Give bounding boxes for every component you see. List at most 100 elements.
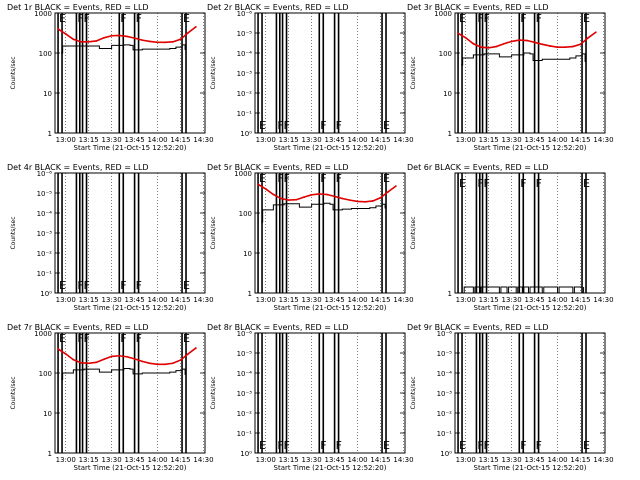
x-tick-label: 14:30	[193, 296, 213, 304]
y-axis-label: Counts/sec	[410, 56, 417, 89]
flag-label-F: F	[277, 172, 283, 185]
flag-label-E: E	[183, 332, 190, 345]
x-tick-label: 13:30	[502, 136, 522, 144]
events-series	[462, 286, 585, 294]
y-tick-label: 10⁻⁶	[437, 330, 453, 338]
lld-point	[518, 39, 521, 42]
lld-point	[257, 183, 259, 186]
x-axis-label: Start Time (21-Oct-15 12:52:20)	[74, 144, 187, 152]
y-axis-label: Counts/sec	[10, 216, 17, 249]
lld-point	[110, 34, 113, 37]
lld-point	[464, 36, 467, 39]
y-tick-label: 10⁰	[40, 290, 52, 298]
lld-point	[95, 40, 98, 42]
lld-point	[72, 38, 75, 41]
x-tick-label: 14:30	[193, 456, 213, 464]
x-tick-label: 14:30	[593, 296, 613, 304]
panel-title: Det 2r BLACK = Events, RED = LLD	[207, 3, 349, 12]
flag-label-F: F	[336, 119, 342, 132]
x-tick-label: 14:00	[547, 136, 567, 144]
flag-label-E: E	[383, 439, 390, 452]
lld-point	[480, 46, 482, 49]
flag-label-F: F	[520, 439, 526, 452]
lld-point	[272, 193, 275, 196]
lld-point	[564, 46, 567, 49]
x-axis-label: Start Time (21-Oct-15 12:52:20)	[274, 304, 387, 312]
panel-title: Det 9r BLACK = Events, RED = LLD	[407, 323, 549, 332]
y-tick-label: 1000	[34, 10, 52, 18]
x-tick-label: 13:15	[479, 296, 499, 304]
y-tick-label: 10⁻³	[237, 70, 253, 78]
y-tick-label: 10⁻²	[437, 410, 453, 418]
events-series	[461, 52, 586, 66]
x-tick-label: 14:15	[570, 456, 590, 464]
lld-point	[548, 45, 551, 47]
x-tick-label: 14:15	[170, 136, 190, 144]
y-tick-label: 10⁻²	[237, 90, 253, 98]
lld-point	[80, 361, 82, 364]
plot-frame	[54, 332, 206, 454]
x-tick-label: 13:00	[256, 136, 276, 144]
flag-label-F: F	[336, 172, 342, 185]
flag-label-F: F	[136, 332, 142, 345]
lld-point	[587, 36, 590, 39]
events-series	[261, 202, 386, 223]
lld-point	[110, 355, 113, 358]
x-tick-label: 13:15	[279, 296, 299, 304]
x-tick-label: 14:30	[393, 136, 413, 144]
x-tick-label: 13:30	[502, 456, 522, 464]
y-axis-label: Counts/sec	[10, 56, 17, 89]
lld-point	[118, 34, 121, 37]
lld-point	[57, 348, 59, 350]
x-tick-label: 13:30	[102, 456, 122, 464]
lld-point	[171, 362, 174, 365]
y-tick-label: 10⁻¹	[237, 110, 253, 118]
y-tick-label: 10⁻¹	[437, 430, 453, 438]
lld-point	[472, 42, 475, 45]
plot-frame	[454, 172, 606, 294]
lld-point	[371, 200, 374, 202]
x-tick-label: 13:00	[456, 456, 476, 464]
x-tick-label: 14:00	[547, 296, 567, 304]
y-tick-label: 10⁻⁴	[237, 50, 253, 58]
lld-point	[387, 190, 390, 193]
x-axis-label: Start Time (21-Oct-15 12:52:20)	[474, 144, 587, 152]
flag-label-E: E	[459, 177, 466, 190]
y-tick-label: 10⁻⁵	[237, 350, 253, 358]
y-tick-label: 10⁻²	[37, 250, 53, 258]
lld-point	[487, 46, 490, 49]
lld-point	[156, 41, 159, 44]
x-tick-label: 14:15	[370, 456, 390, 464]
lld-point	[126, 35, 128, 38]
y-tick-label: 10	[443, 90, 452, 98]
y-tick-label: 10⁻¹	[237, 430, 253, 438]
y-tick-label: 10	[43, 410, 52, 418]
lld-point	[541, 43, 544, 46]
panel-title: Det 6r BLACK = Events, RED = LLD	[407, 163, 549, 172]
x-tick-label: 14:30	[393, 456, 413, 464]
flag-label-F: F	[136, 12, 142, 25]
x-tick-label: 13:15	[479, 456, 499, 464]
flag-label-F: F	[484, 12, 490, 25]
flag-label-F: F	[536, 12, 542, 25]
lld-point	[179, 359, 182, 362]
lld-point	[341, 197, 344, 200]
x-tick-label: 13:00	[256, 456, 276, 464]
lld-point	[64, 33, 67, 35]
flag-label-E: E	[183, 12, 190, 25]
lld-point	[187, 31, 190, 34]
y-tick-label: 10⁰	[240, 450, 252, 458]
flag-label-E: E	[59, 12, 66, 25]
x-axis-label: Start Time (21-Oct-15 12:52:20)	[74, 304, 187, 312]
x-tick-label: 13:45	[524, 456, 544, 464]
flag-label-F: F	[477, 12, 483, 25]
lld-point	[394, 185, 397, 188]
x-tick-label: 13:15	[279, 456, 299, 464]
lld-point	[148, 362, 151, 365]
y-axis-label: Counts/sec	[210, 376, 217, 409]
lld-point	[318, 193, 321, 195]
